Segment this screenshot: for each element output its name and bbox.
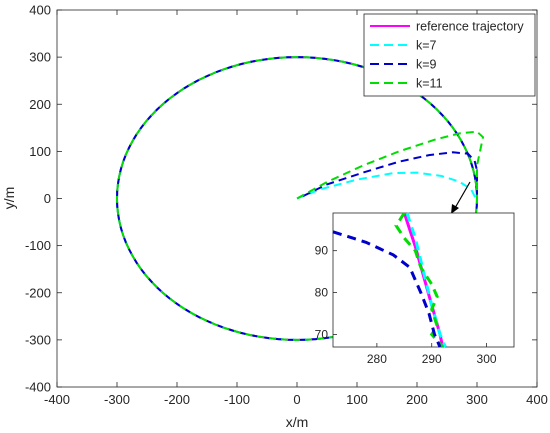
x-tick-label: 0 bbox=[293, 392, 300, 407]
legend-label: k=11 bbox=[416, 77, 443, 91]
x-tick-label: 100 bbox=[346, 392, 368, 407]
legend-label: k=9 bbox=[416, 58, 437, 72]
legend-label: reference trajectory bbox=[416, 20, 524, 34]
x-tick-label: 200 bbox=[406, 392, 428, 407]
y-tick-label: 400 bbox=[29, 3, 51, 18]
legend: reference trajectory k=7 k=9 k=11 bbox=[363, 13, 536, 97]
inset-x-tick-label: 290 bbox=[422, 352, 442, 366]
zoom-arrow bbox=[451, 181, 471, 214]
inset-y-tick-label: 70 bbox=[315, 327, 329, 341]
x-tick-label: -400 bbox=[44, 392, 70, 407]
inset-y-tick-label: 90 bbox=[315, 244, 329, 258]
inset-k7 bbox=[405, 212, 447, 348]
series-k9-approach bbox=[302, 151, 478, 199]
y-tick-label: -100 bbox=[25, 238, 51, 253]
arrow-head bbox=[451, 204, 459, 214]
inset-k9 bbox=[332, 230, 442, 348]
inset-zoom-plot: 280 290 300 70 80 90 bbox=[315, 212, 515, 366]
inset-y-tick-label: 80 bbox=[315, 286, 329, 300]
y-axis-label: y/m bbox=[1, 187, 17, 210]
legend-label: k=7 bbox=[416, 39, 437, 53]
y-tick-label: 300 bbox=[29, 50, 51, 65]
x-tick-label: -300 bbox=[104, 392, 130, 407]
y-tick-label: 100 bbox=[29, 144, 51, 159]
x-tick-label: -100 bbox=[224, 392, 250, 407]
arrow-line bbox=[454, 181, 471, 209]
y-tick-label: 0 bbox=[44, 191, 51, 206]
inset-x-tick-label: 280 bbox=[367, 352, 387, 366]
x-tick-label: 400 bbox=[526, 392, 548, 407]
y-tick-label: -400 bbox=[25, 380, 51, 395]
x-tick-label: -200 bbox=[164, 392, 190, 407]
x-axis-label: x/m bbox=[286, 414, 309, 430]
y-tick-label: -300 bbox=[25, 332, 51, 347]
x-tick-label: 300 bbox=[466, 392, 488, 407]
inset-x-tick-label: 300 bbox=[477, 352, 497, 366]
series-k11-approach bbox=[296, 130, 485, 200]
y-tick-label: 200 bbox=[29, 97, 51, 112]
y-tick-label: -200 bbox=[25, 285, 51, 300]
